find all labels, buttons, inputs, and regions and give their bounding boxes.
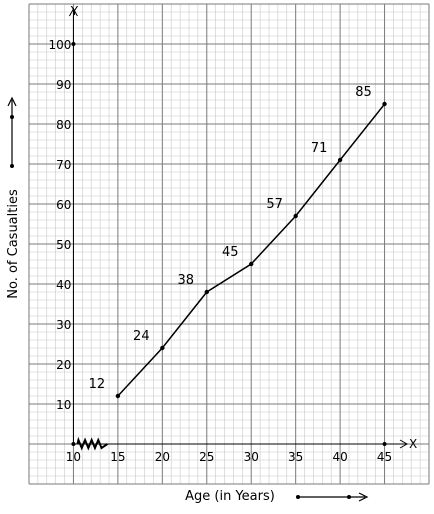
x-tick-label: 35 xyxy=(288,450,303,464)
data-point xyxy=(382,101,387,107)
data-label: 38 xyxy=(178,273,195,288)
data-label: 57 xyxy=(266,197,283,212)
y-axis-letter: Y xyxy=(70,4,79,18)
y-tick-label: 10 xyxy=(56,398,71,412)
y-tick-label: 50 xyxy=(56,238,71,252)
data-labels: 12 24 38 45 57 71 85 xyxy=(89,85,372,392)
origin-point xyxy=(71,442,76,446)
data-label: 45 xyxy=(222,245,239,260)
x-axis-end-point xyxy=(382,442,387,446)
x-axis-arrow-icon xyxy=(399,439,409,449)
data-point xyxy=(160,345,165,351)
data-point xyxy=(204,289,209,295)
y-direction-arrow-head xyxy=(7,96,17,107)
x-axis-letter: X xyxy=(409,437,417,451)
y-tick-labels: 10 20 30 40 50 60 70 80 90 100 xyxy=(49,38,72,412)
data-label: 71 xyxy=(311,141,328,156)
y-axis-arrow-icon xyxy=(69,7,78,17)
y-direction-arrow-dot xyxy=(10,115,14,119)
x-tick-label: 40 xyxy=(332,450,347,464)
y-tick-label: 20 xyxy=(56,358,71,372)
x-direction-arrow-icon xyxy=(296,492,369,502)
data-label: 85 xyxy=(355,85,372,100)
x-direction-arrow-head xyxy=(358,492,369,502)
y-tick-label: 80 xyxy=(56,118,71,132)
y-axis-title: No. of Casualties xyxy=(6,189,21,299)
x-tick-label: 20 xyxy=(155,450,170,464)
y-tick-label: 70 xyxy=(56,158,71,172)
data-point xyxy=(293,213,298,219)
axes xyxy=(69,7,409,451)
x-tick-label: 30 xyxy=(244,450,259,464)
x-axis-title: Age (in Years) xyxy=(185,489,275,504)
y-tick-label: 60 xyxy=(56,198,71,212)
y-axis-end-point xyxy=(71,42,76,46)
x-direction-arrow-dot xyxy=(296,495,300,499)
axis-break-zigzag-icon xyxy=(76,436,109,451)
y-tick-label: 40 xyxy=(56,278,71,292)
x-tick-label: 10 xyxy=(66,450,81,464)
y-direction-arrow-icon xyxy=(7,96,17,168)
x-direction-arrow-dot xyxy=(347,495,351,499)
data-label: 24 xyxy=(133,329,150,344)
y-tick-label: 30 xyxy=(56,318,71,332)
x-tick-labels: 10 15 20 25 30 35 40 45 xyxy=(66,450,392,464)
x-tick-label: 25 xyxy=(199,450,214,464)
data-point xyxy=(249,261,254,267)
x-tick-label: 15 xyxy=(110,450,125,464)
data-label: 12 xyxy=(89,377,106,392)
data-points xyxy=(115,101,387,399)
data-point xyxy=(115,393,121,399)
y-tick-label: 90 xyxy=(56,78,71,92)
data-point xyxy=(337,157,343,163)
y-direction-arrow-dot xyxy=(10,164,14,168)
x-tick-label: 45 xyxy=(377,450,392,464)
grid-major xyxy=(28,3,430,485)
y-tick-label: 100 xyxy=(49,38,72,52)
